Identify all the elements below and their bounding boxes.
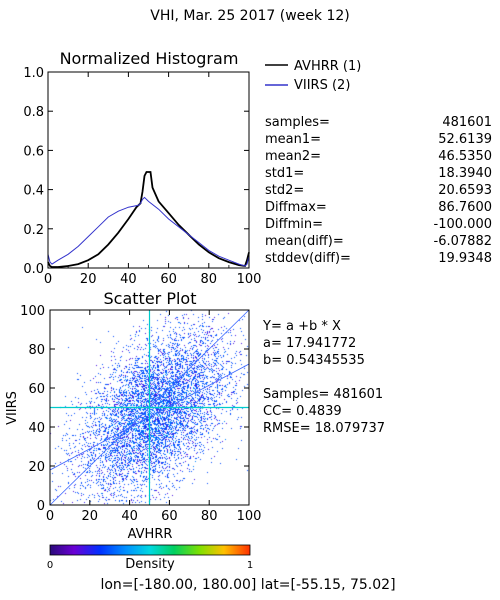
stat-label: mean(diff)= [265, 234, 344, 249]
scatter-title: Scatter Plot [104, 289, 197, 308]
histogram-title: Normalized Histogram [60, 49, 239, 68]
regression-text-line: RMSE= 18.079737 [263, 421, 385, 436]
histogram-ytick-label: 0.4 [23, 184, 44, 199]
scatter-ytick-label: 0 [37, 499, 45, 514]
stat-value: -100.000 [434, 217, 492, 232]
scatter-ylabel: VIIRS [5, 391, 20, 425]
histogram-xtick-label: 20 [80, 272, 97, 287]
stat-value: 481601 [442, 115, 492, 130]
regression-text-line: a= 17.941772 [263, 336, 356, 351]
scatter-xtick-label: 40 [121, 509, 138, 524]
histogram-ytick-label: 0.2 [23, 223, 44, 238]
scatter-ytick-label: 40 [28, 421, 45, 436]
stat-label: samples= [265, 115, 330, 130]
histogram-series-viirs [47, 196, 250, 267]
histogram-xtick-label: 100 [237, 272, 262, 287]
colorbar-min-label: 0 [47, 560, 53, 571]
stat-value: 86.7600 [438, 200, 492, 215]
regression-text-line: CC= 0.4839 [263, 404, 342, 419]
scatter-frame [49, 309, 250, 506]
stat-label: Diffmax= [265, 200, 327, 215]
scatter-ytick-label: 80 [28, 343, 45, 358]
legend-label-viirs: VIIRS (2) [294, 78, 350, 93]
scatter-xtick-label: 100 [237, 509, 262, 524]
scatter-ytick-label: 60 [28, 382, 45, 397]
stat-value: 18.3940 [438, 166, 492, 181]
histogram-chart: Normalized Histogram 0 20 40 60 80 100 0.0 0.2 0… [23, 49, 361, 287]
stat-label: mean1= [265, 132, 321, 147]
footer-range: lon=[-180.00, 180.00] lat=[-55.15, 75.02… [100, 577, 395, 593]
density-colorbar [49, 544, 251, 556]
histogram-ytick-label: 0.6 [23, 144, 44, 159]
histogram-ytick-label: 0.8 [23, 105, 44, 120]
stat-label: Diffmin= [265, 217, 323, 232]
legend-label-avhrr: AVHRR (1) [294, 59, 361, 74]
colorbar-max-label: 1 [247, 560, 253, 571]
stat-value: 52.6139 [438, 132, 492, 147]
stats-block: samples= 481601 mean1= 52.6139 mean2= 46.5350… [265, 115, 492, 266]
stat-value: 19.9348 [438, 251, 492, 266]
histogram-xtick-label: 0 [44, 272, 52, 287]
regression-block: Y= a +b * X a= 17.941772 b= 0.54345535 Samp… [262, 319, 385, 436]
scatter-xtick-label: 80 [201, 509, 218, 524]
scatter-xtick-label: 60 [161, 509, 178, 524]
stat-label: mean2= [265, 149, 321, 164]
stat-value: 46.5350 [438, 149, 492, 164]
histogram-xtick-label: 40 [120, 272, 137, 287]
scatter-xtick-label: 0 [46, 509, 54, 524]
regression-text-line: Y= a +b * X [262, 319, 341, 334]
scatter-xlabel: AVHRR [128, 527, 173, 542]
stat-value: 20.6593 [438, 183, 492, 198]
colorbar-label: Density [125, 557, 175, 572]
histogram-ytick-label: 1.0 [23, 66, 44, 81]
histogram-xtick-label: 80 [201, 272, 218, 287]
regression-text-line: b= 0.54345535 [263, 353, 365, 368]
scatter-xtick-label: 20 [82, 509, 99, 524]
scatter-chart: Scatter Plot 0 20 40 60 80 100 0 20 40 60 80 100 AV… [5, 289, 261, 542]
histogram-ytick-label: 0.0 [23, 262, 44, 277]
scatter-ytick-label: 100 [20, 304, 45, 319]
scatter-ytick-label: 20 [28, 460, 45, 475]
histogram-xtick-label: 60 [160, 272, 177, 287]
stat-value: -6.07882 [434, 234, 492, 249]
page-title: VHI, Mar. 25 2017 (week 12) [150, 8, 349, 24]
stat-label: std2= [265, 183, 304, 198]
stat-label: std1= [265, 166, 304, 181]
histogram-legend: AVHRR (1) VIIRS (2) [265, 59, 361, 93]
stat-label: stddev(diff)= [265, 251, 351, 266]
histogram-frame [47, 71, 250, 269]
regression-text-line: Samples= 481601 [263, 387, 383, 402]
histogram-series-avhrr [47, 171, 250, 268]
